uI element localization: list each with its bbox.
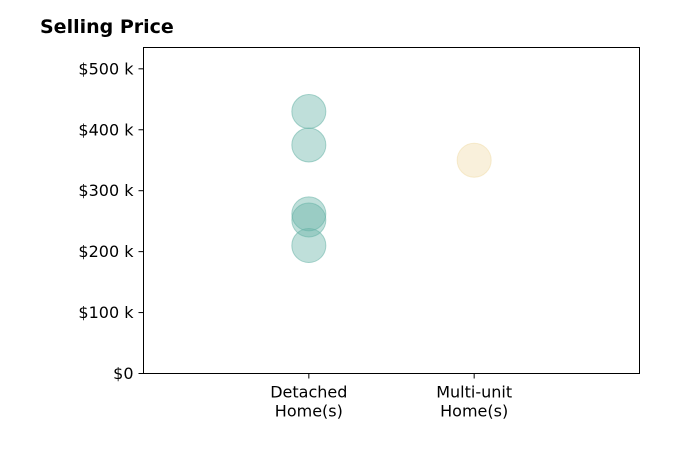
data-point: [291, 93, 327, 129]
y-tick-label: $200 k: [78, 242, 134, 261]
plot-area-frame: [143, 47, 640, 374]
y-tick-label: $100 k: [78, 303, 134, 322]
x-tick-label: Detached Home(s): [270, 383, 347, 421]
data-point: [291, 228, 327, 264]
x-tick-label-line: Multi-unit: [436, 383, 512, 402]
points-layer: [291, 93, 492, 264]
y-axis: $0 $100 k $200 k $300 k $400 k $500 k: [78, 59, 144, 383]
x-tick-label-line: Home(s): [440, 402, 508, 421]
x-axis: Detached Home(s)Multi-unit Home(s): [270, 373, 512, 421]
data-point: [456, 142, 492, 178]
x-tick-label: Multi-unit Home(s): [436, 383, 512, 421]
y-tick-label: $500 k: [78, 59, 134, 78]
y-tick-label: $300 k: [78, 181, 134, 200]
x-tick-label-line: Home(s): [275, 402, 343, 421]
data-point: [291, 127, 327, 163]
data-point: [291, 202, 327, 238]
y-tick-label: $400 k: [78, 120, 134, 139]
x-tick-label-line: Detached: [270, 383, 347, 402]
y-tick-label: $0: [113, 364, 133, 383]
chart-title: Selling Price: [40, 16, 174, 38]
